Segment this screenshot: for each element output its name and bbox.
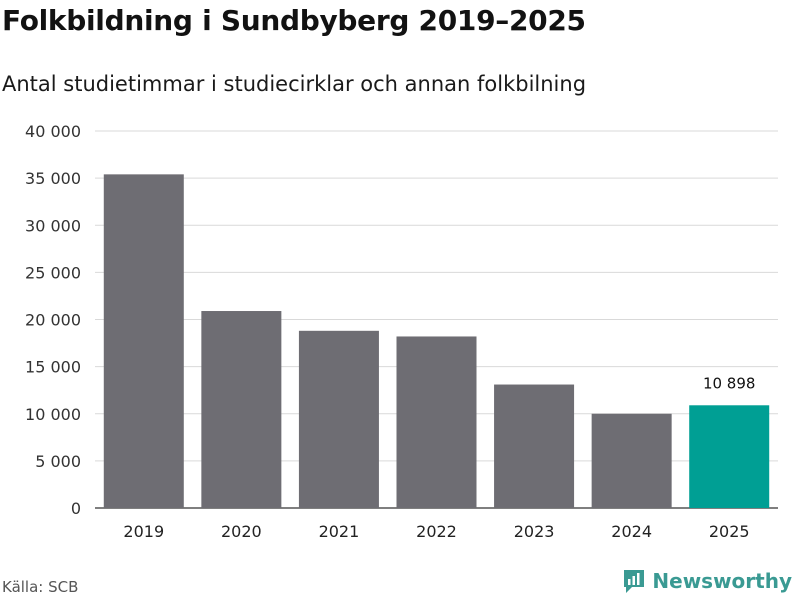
x-tick-label: 2023 bbox=[514, 522, 555, 541]
x-tick-label: 2019 bbox=[123, 522, 164, 541]
x-tick-label: 2024 bbox=[611, 522, 652, 541]
x-axis-ticks: 2019 2020 2021 2022 2023 2024 2025 bbox=[123, 522, 749, 541]
bars bbox=[103, 174, 770, 509]
newsworthy-logo: Newsworthy bbox=[622, 568, 792, 594]
x-tick-label: 2020 bbox=[221, 522, 262, 541]
bar-2024 bbox=[591, 413, 672, 508]
y-tick-label: 0 bbox=[71, 499, 81, 518]
y-tick-label: 35 000 bbox=[25, 169, 81, 188]
chart-title: Folkbildning i Sundbyberg 2019–2025 bbox=[2, 4, 586, 37]
chart-subtitle: Antal studietimmar i studiecirklar och a… bbox=[2, 72, 587, 96]
data-label: 10 898 bbox=[703, 374, 756, 392]
x-tick-label: 2022 bbox=[416, 522, 457, 541]
y-tick-label: 40 000 bbox=[25, 122, 81, 141]
y-tick-label: 10 000 bbox=[25, 405, 81, 424]
bar-2020 bbox=[201, 311, 282, 508]
x-tick-label: 2021 bbox=[319, 522, 360, 541]
data-labels: 10 898 bbox=[703, 374, 756, 392]
bar-2019 bbox=[103, 174, 184, 509]
bar-2023 bbox=[494, 384, 575, 508]
y-tick-label: 25 000 bbox=[25, 263, 81, 282]
bar-2021 bbox=[298, 330, 379, 508]
y-axis-ticks: 0 5 000 10 000 15 000 20 000 25 000 30 000 35 0… bbox=[25, 122, 81, 518]
bar-2022 bbox=[396, 336, 477, 508]
y-tick-label: 15 000 bbox=[25, 358, 81, 377]
y-tick-label: 30 000 bbox=[25, 216, 81, 235]
bar-2025 bbox=[689, 405, 770, 508]
newsworthy-logo-icon bbox=[624, 570, 645, 593]
source-note: Källa: SCB bbox=[2, 578, 79, 596]
y-tick-label: 5 000 bbox=[35, 452, 81, 471]
x-tick-label: 2025 bbox=[709, 522, 750, 541]
brand-name: Newsworthy bbox=[652, 569, 792, 593]
y-tick-label: 20 000 bbox=[25, 311, 81, 330]
